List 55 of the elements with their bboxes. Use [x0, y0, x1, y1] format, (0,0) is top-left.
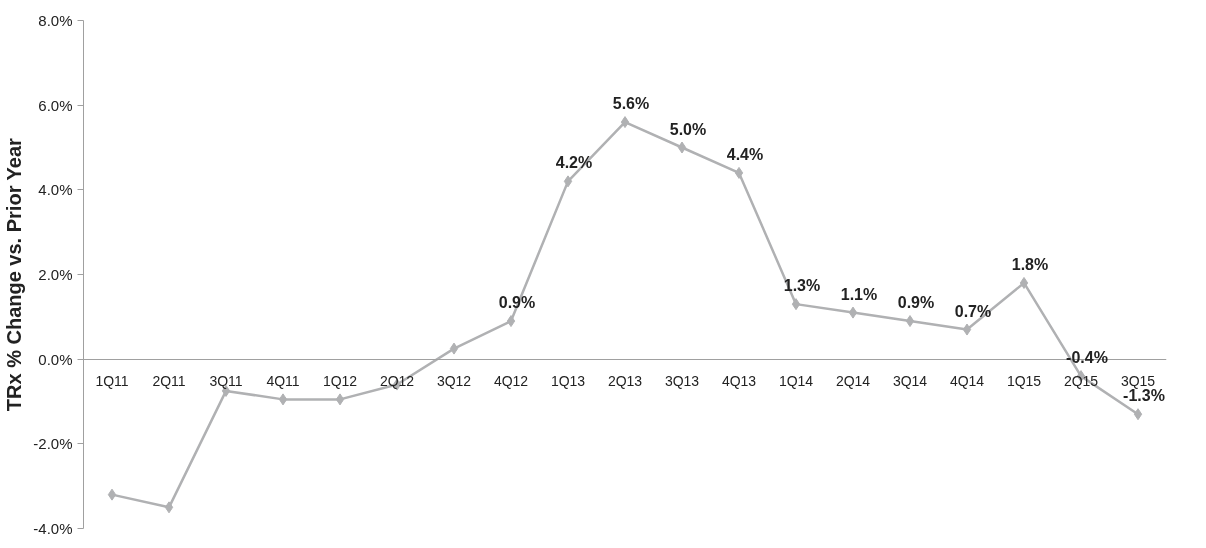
x-tick-label: 1Q12	[322, 373, 358, 390]
x-tick-label: 1Q13	[550, 373, 586, 390]
point	[449, 342, 459, 355]
y-tick-label: -2.0%	[33, 435, 73, 453]
x-tick-label: 1Q15	[1006, 373, 1042, 390]
x-tick-label: 4Q13	[721, 373, 757, 390]
data-label: 1.1%	[840, 285, 878, 303]
point	[962, 323, 972, 336]
point	[1019, 276, 1029, 289]
x-tick-label: 2Q14	[835, 373, 871, 390]
x-tick-label: 1Q14	[778, 373, 814, 390]
data-label: -0.4%	[1066, 349, 1108, 367]
point	[734, 166, 744, 179]
data-label: 4.2%	[555, 154, 593, 172]
x-tick-label: 3Q12	[436, 373, 472, 390]
point	[620, 116, 630, 129]
x-tick-label: 2Q12	[379, 373, 415, 390]
x-tick-label: 4Q11	[266, 373, 300, 390]
data-label: 0.9%	[897, 294, 935, 312]
y-tick-label: 6.0%	[38, 96, 73, 114]
y-tick-label: -4.0%	[33, 520, 73, 537]
x-tick-label: 3Q14	[892, 373, 928, 390]
data-label: 0.7%	[954, 302, 992, 320]
x-tick-label: 3Q13	[664, 373, 700, 390]
x-tick-label: 4Q14	[949, 373, 985, 390]
x-tick-label: 1Q11	[95, 373, 129, 390]
y-tick-label: 4.0%	[38, 181, 73, 199]
x-tick-label: 2Q11	[152, 373, 186, 390]
data-label: 5.6%	[612, 95, 650, 113]
point	[335, 393, 345, 406]
y-tick-label: 2.0%	[38, 266, 73, 283]
x-tick-label: 2Q13	[607, 373, 643, 390]
data-label: -1.3%	[1123, 387, 1165, 405]
point	[107, 488, 117, 501]
data-label: 4.4%	[726, 145, 764, 163]
data-label: 1.8%	[1011, 255, 1049, 273]
y-axis-title: TRx % Change vs. Prior Year	[3, 137, 26, 412]
point	[848, 306, 858, 319]
data-label: 5.0%	[669, 120, 707, 138]
point	[164, 501, 174, 514]
x-tick-label: 3Q11	[209, 373, 243, 390]
x-tick-label: 2Q15	[1063, 373, 1099, 390]
point	[1133, 408, 1143, 421]
x-tick-label: 3Q15	[1120, 373, 1156, 390]
point	[905, 315, 915, 328]
data-label: 0.9%	[498, 294, 536, 312]
point	[677, 141, 687, 154]
point	[506, 315, 516, 328]
point	[563, 175, 573, 188]
point	[791, 298, 801, 311]
y-tick-label: 8.0%	[38, 12, 73, 29]
point	[278, 393, 288, 406]
data-label: 1.3%	[783, 277, 821, 295]
y-tick-label: 0.0%	[38, 350, 73, 368]
x-tick-label: 4Q12	[493, 373, 529, 390]
